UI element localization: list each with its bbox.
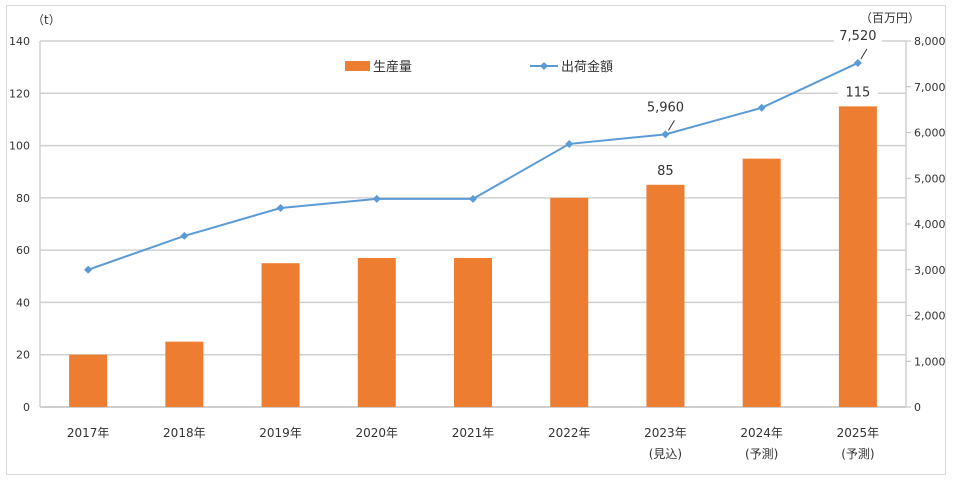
bar [742, 158, 781, 407]
line-data-label-bg [641, 97, 690, 116]
legend-line-marker [540, 62, 548, 70]
line-data-label-leader [668, 120, 675, 131]
right-tick-label: 2,000 [914, 310, 946, 323]
x-tick-label: 2018年 [163, 426, 206, 440]
bar [838, 106, 877, 407]
left-tick-label: 120 [9, 87, 30, 100]
bar-data-label: 85 [657, 164, 674, 179]
line-marker [84, 265, 93, 274]
line-marker [853, 58, 862, 67]
x-tick-label: 2023年 [644, 426, 687, 440]
x-tick-label: 2019年 [259, 426, 302, 440]
line-marker [276, 203, 285, 212]
right-tick-label: 7,000 [914, 81, 946, 94]
x-tick-sublabel: (見込) [649, 447, 682, 461]
left-tick-label: 140 [9, 35, 30, 48]
line-data-label-bg [833, 25, 882, 44]
legend-line-label: 出荷金額 [561, 59, 613, 75]
line-data-label: 7,520 [839, 29, 876, 44]
line-marker [469, 194, 477, 203]
chart-frame [6, 5, 946, 475]
bar-data-label-bg [645, 160, 686, 179]
legend: 生産量 出荷金額 [345, 59, 613, 75]
bar-data-label-bg [837, 82, 878, 101]
left-axis-unit: （t） [32, 13, 61, 27]
x-tick-label: 2022年 [548, 426, 591, 440]
x-tick-label: 2017年 [67, 426, 110, 440]
bar [454, 257, 492, 407]
bar-data-label: 115 [845, 85, 870, 100]
line-marker [757, 103, 766, 112]
right-tick-label: 0 [914, 401, 921, 414]
x-tick-label: 2020年 [356, 426, 399, 440]
x-tick-label: 2025年 [837, 426, 880, 440]
legend-bar-label: 生産量 [373, 59, 412, 75]
bar [357, 257, 396, 407]
line-marker [180, 231, 189, 240]
legend-bar-swatch [345, 61, 370, 71]
bar [550, 197, 589, 407]
bar [69, 354, 108, 407]
right-tick-label: 1,000 [914, 355, 946, 368]
line-data-label-leader [860, 48, 868, 60]
line-marker [565, 139, 574, 148]
left-tick-label: 100 [9, 140, 30, 153]
left-tick-label: 0 [23, 401, 30, 414]
right-tick-label: 5,000 [914, 172, 946, 185]
line-marker [661, 130, 670, 139]
x-tick-label: 2021年 [452, 426, 495, 440]
x-tick-sublabel: (予測) [745, 447, 778, 461]
left-tick-label: 20 [16, 349, 30, 362]
x-tick-sublabel: (予測) [841, 447, 874, 461]
right-tick-label: 4,000 [914, 218, 946, 231]
right-tick-label: 6,000 [914, 127, 946, 140]
left-tick-label: 40 [16, 296, 30, 309]
right-tick-label: 8,000 [914, 35, 946, 48]
left-tick-label: 60 [16, 244, 30, 257]
right-axis-unit: （百万円） [860, 11, 920, 25]
right-tick-label: 3,000 [914, 264, 946, 277]
left-tick-label: 80 [16, 192, 30, 205]
bar [646, 184, 685, 407]
x-tick-label: 2024年 [740, 426, 783, 440]
bar [261, 263, 300, 407]
line-marker [372, 194, 381, 203]
line-data-label: 5,960 [647, 100, 684, 115]
bar [165, 341, 204, 407]
